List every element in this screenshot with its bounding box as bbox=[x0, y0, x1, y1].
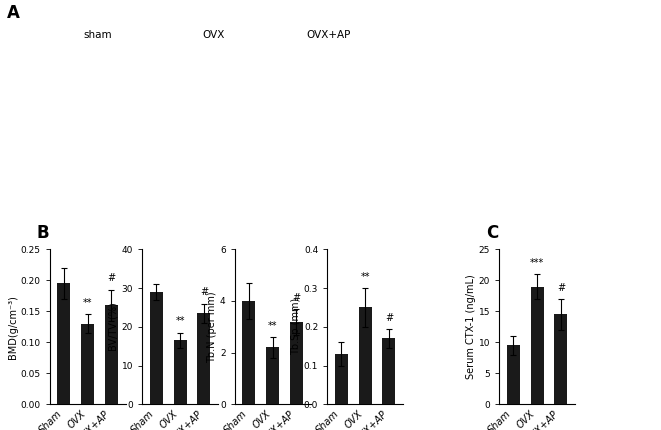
Bar bbox=[198, 313, 210, 404]
Text: **: ** bbox=[360, 272, 370, 282]
Text: #: # bbox=[557, 283, 565, 293]
Y-axis label: Tb.Sp (mm): Tb.Sp (mm) bbox=[291, 298, 301, 356]
Text: #: # bbox=[200, 287, 208, 298]
Y-axis label: BMD(g/cm⁻³): BMD(g/cm⁻³) bbox=[8, 295, 18, 359]
Bar bbox=[243, 301, 255, 404]
Bar bbox=[335, 354, 348, 404]
Text: ***: *** bbox=[530, 258, 544, 268]
Bar bbox=[58, 283, 70, 404]
Text: **: ** bbox=[268, 321, 278, 331]
Text: C: C bbox=[486, 224, 498, 242]
Y-axis label: Serum CTX-1 (ng/mL): Serum CTX-1 (ng/mL) bbox=[466, 274, 476, 379]
Text: B: B bbox=[36, 224, 49, 242]
Y-axis label: Tb.N (per mm): Tb.N (per mm) bbox=[207, 291, 217, 362]
Text: sham: sham bbox=[83, 30, 112, 40]
Bar bbox=[266, 347, 279, 404]
Bar bbox=[174, 341, 186, 404]
Bar bbox=[81, 324, 94, 404]
Bar bbox=[290, 322, 303, 404]
Text: #: # bbox=[107, 273, 116, 283]
Text: **: ** bbox=[83, 298, 93, 308]
Bar bbox=[555, 314, 567, 404]
Text: **: ** bbox=[175, 316, 185, 326]
Bar bbox=[359, 307, 371, 404]
Text: #: # bbox=[292, 292, 301, 303]
Bar bbox=[383, 338, 395, 404]
Bar bbox=[150, 292, 163, 404]
Y-axis label: BV/TV (%): BV/TV (%) bbox=[109, 302, 119, 351]
Text: OVX+AP: OVX+AP bbox=[307, 30, 351, 40]
Text: #: # bbox=[385, 313, 393, 322]
Text: A: A bbox=[7, 4, 19, 22]
Bar bbox=[105, 305, 118, 404]
Bar bbox=[531, 286, 543, 404]
Text: OVX: OVX bbox=[202, 30, 224, 40]
Bar bbox=[507, 345, 520, 404]
